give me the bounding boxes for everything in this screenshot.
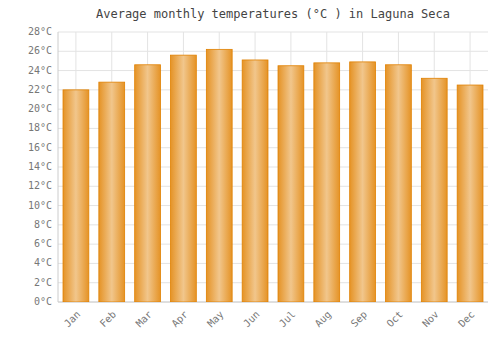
- chart-container: 0°C 2°C 4°C 6°C 8°C 10°C 12°C 14°C 16°C 18°C 20°C 2…: [0, 0, 500, 350]
- y-tick-label: 16°C: [28, 142, 52, 153]
- x-tick-label: Dec: [456, 309, 477, 330]
- bar: [242, 60, 268, 302]
- y-tick-label: 10°C: [28, 200, 52, 211]
- bars: [63, 49, 483, 302]
- bar: [63, 90, 89, 302]
- y-tick-label: 2°C: [34, 277, 52, 288]
- bar: [350, 62, 376, 302]
- chart: 0°C 2°C 4°C 6°C 8°C 10°C 12°C 14°C 16°C 18°C 20°C 2…: [0, 0, 500, 350]
- title: Average monthly temperatures (°C ) in La…: [96, 7, 450, 21]
- x-tick-label: Apr: [169, 309, 190, 330]
- y-tick-label: 28°C: [28, 26, 52, 37]
- y-axis-line: [58, 32, 59, 302]
- y-tick-label: 20°C: [28, 103, 52, 114]
- bar: [206, 49, 232, 302]
- x-tick-label: Aug: [313, 309, 334, 330]
- y-tick-label: 26°C: [28, 45, 52, 56]
- x-tick-label: May: [205, 309, 226, 330]
- bar: [278, 66, 304, 302]
- y-tick-labels: 0°C 2°C 4°C 6°C 8°C 10°C 12°C 14°C 16°C 18°C 20°C 2…: [28, 26, 52, 307]
- bar: [457, 85, 483, 302]
- bar: [99, 82, 125, 302]
- y-tick-label: 22°C: [28, 84, 52, 95]
- bar: [421, 78, 447, 302]
- grid-line: [58, 32, 488, 33]
- x-tick-label: Nov: [420, 309, 441, 330]
- y-tick-label: 18°C: [28, 122, 52, 133]
- bar: [135, 65, 161, 302]
- x-tick-label: Oct: [384, 309, 405, 330]
- bar: [314, 63, 340, 302]
- x-tick-label: Jun: [241, 309, 262, 330]
- y-tick-label: 8°C: [34, 219, 52, 230]
- grid: [58, 32, 488, 302]
- grid-line: [58, 70, 488, 71]
- x-tick-labels: Jan Feb Mar Apr May Jun Jul Aug Sep Oct Nov Dec: [62, 309, 477, 330]
- x-tick-label: Feb: [98, 309, 119, 330]
- x-tick-label: Mar: [134, 309, 155, 330]
- y-tick-label: 6°C: [34, 238, 52, 249]
- grid-line: [58, 51, 488, 52]
- x-tick-label: Jan: [62, 309, 83, 330]
- y-tick-label: 14°C: [28, 161, 52, 172]
- bar: [171, 55, 197, 302]
- y-tick-label: 24°C: [28, 65, 52, 76]
- y-tick-label: 0°C: [34, 296, 52, 307]
- x-tick-label: Sep: [349, 309, 370, 330]
- y-tick-label: 12°C: [28, 180, 52, 191]
- y-tick-label: 4°C: [34, 257, 52, 268]
- bar: [386, 65, 412, 302]
- x-tick-label: Jul: [277, 309, 298, 330]
